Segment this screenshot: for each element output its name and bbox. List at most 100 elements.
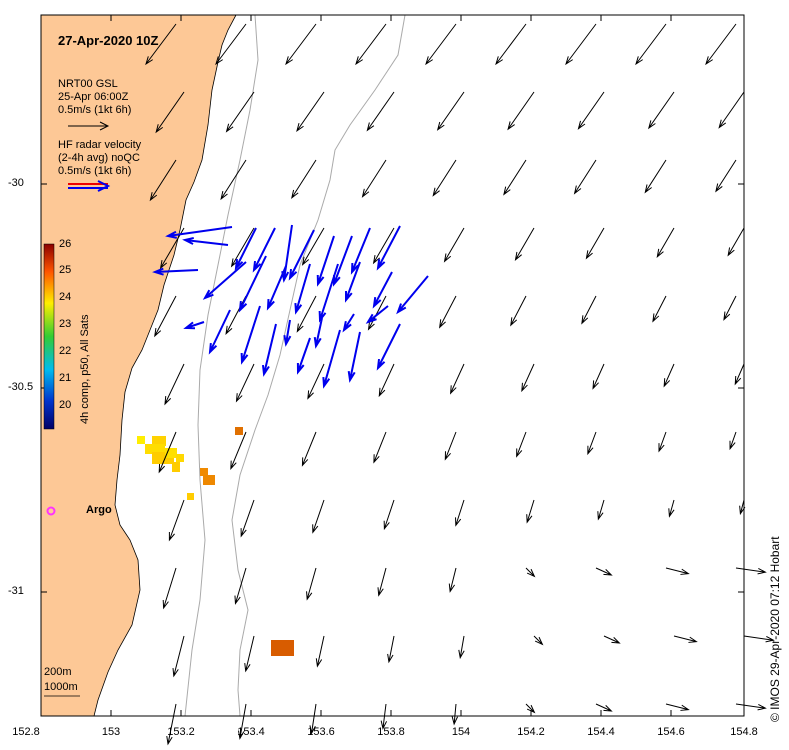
model-arrow	[361, 159, 387, 198]
model-arrow	[244, 635, 255, 673]
x-tick-label: 153.2	[167, 726, 195, 738]
model-arrow	[735, 703, 767, 711]
legend-radar-arrow	[68, 180, 111, 192]
radar-arrow	[344, 261, 361, 303]
model-arrow	[673, 635, 698, 643]
model-arrow	[516, 431, 527, 458]
model-arrow	[380, 703, 388, 730]
model-arrow	[525, 567, 536, 578]
model-arrow	[168, 499, 185, 542]
model-arrow	[635, 23, 667, 66]
model-arrow	[383, 499, 395, 531]
model-arrow	[225, 91, 255, 133]
model-arrow	[595, 567, 613, 576]
model-arrow	[507, 91, 535, 131]
model-arrow	[743, 635, 775, 643]
model-arrow	[592, 363, 605, 390]
model-arrow	[296, 91, 325, 133]
legend-model-line2: 25-Apr 06:00Z	[58, 91, 129, 103]
radar-arrow	[332, 235, 353, 287]
model-arrow	[718, 91, 745, 129]
x-tick-label: 153.4	[237, 726, 265, 738]
model-arrow	[443, 227, 465, 263]
model-arrow	[521, 363, 535, 393]
colorbar-tick: 20	[59, 399, 72, 411]
model-arrow	[587, 431, 597, 456]
legend-radar-line3: 0.5m/s (1kt 6h)	[58, 165, 132, 177]
model-arrow	[372, 227, 395, 265]
model-arrow	[705, 23, 737, 66]
x-tick-label: 154.6	[657, 726, 685, 738]
x-tick-label: 154.8	[730, 726, 758, 738]
model-arrow	[665, 703, 690, 711]
model-arrow	[565, 23, 597, 66]
sst-pixels	[137, 427, 294, 656]
model-arrow	[525, 703, 536, 714]
x-tick-label: 154	[451, 726, 471, 738]
radar-arrow	[152, 267, 199, 276]
model-arrow	[715, 159, 737, 193]
radar-arrow	[372, 271, 393, 309]
model-arrow	[366, 91, 395, 132]
model-arrow	[220, 159, 247, 201]
model-arrow	[238, 703, 247, 740]
model-arrow	[595, 703, 613, 712]
model-arrow	[455, 499, 465, 527]
radar-arrow	[234, 227, 257, 271]
model-arrow	[581, 295, 597, 325]
x-axis-ticks-marks	[110, 15, 672, 716]
model-arrow	[603, 635, 621, 644]
model-arrow	[495, 23, 527, 66]
colorbar-tick: 26	[59, 238, 72, 250]
radar-arrow	[294, 263, 311, 315]
model-arrow	[644, 159, 667, 194]
legend-model-line3: 0.5m/s (1kt 6h)	[58, 104, 132, 116]
radar-arrow	[283, 319, 292, 347]
argo-marker	[46, 506, 56, 516]
y-tick-label: -30.5	[8, 381, 34, 393]
radar-arrow	[240, 305, 261, 365]
argo-label: Argo	[86, 504, 112, 516]
model-arrow	[663, 363, 675, 388]
model-arrow	[526, 499, 535, 524]
map-title: 27-Apr-2020 10Z	[58, 33, 159, 48]
model-arrow	[658, 431, 667, 453]
model-arrow	[387, 635, 395, 664]
model-arrow	[577, 91, 605, 130]
model-arrow	[377, 567, 387, 597]
model-arrow	[585, 227, 605, 260]
model-arrow	[154, 295, 177, 338]
model-arrow	[656, 227, 675, 259]
model-arrow	[734, 363, 745, 386]
model-arrow	[425, 23, 457, 66]
model-arrow	[439, 295, 457, 329]
model-arrow	[739, 499, 746, 516]
radar-arrow	[318, 263, 339, 323]
radar-arrow	[350, 227, 371, 275]
model-arrow	[158, 431, 177, 474]
model-arrow	[230, 227, 255, 268]
model-arrow	[296, 295, 317, 333]
imos-credit: © IMOS 29-Apr-2020 07:12 Hobart	[768, 536, 782, 722]
model-arrow	[155, 91, 185, 134]
model-arrow	[533, 635, 544, 646]
radar-arrow	[322, 329, 341, 389]
model-arrow	[301, 431, 317, 467]
colorbar-tick: 22	[59, 345, 72, 357]
isobath-200m	[184, 14, 259, 717]
model-arrow	[306, 567, 317, 601]
map-frame	[40, 14, 745, 717]
model-arrow	[573, 159, 597, 195]
radar-arrow	[342, 313, 355, 333]
model-arrow	[458, 635, 465, 660]
model-arrow	[291, 159, 317, 199]
radar-arrow	[208, 309, 231, 355]
colorbar-label: 4h comp, p50, All Sats	[79, 314, 91, 424]
radar-arrow	[347, 331, 361, 383]
model-arrow	[378, 363, 395, 398]
model-arrow	[301, 227, 325, 266]
model-arrow	[285, 23, 317, 66]
radar-arrow	[238, 255, 267, 313]
radar-arrow	[396, 275, 429, 315]
